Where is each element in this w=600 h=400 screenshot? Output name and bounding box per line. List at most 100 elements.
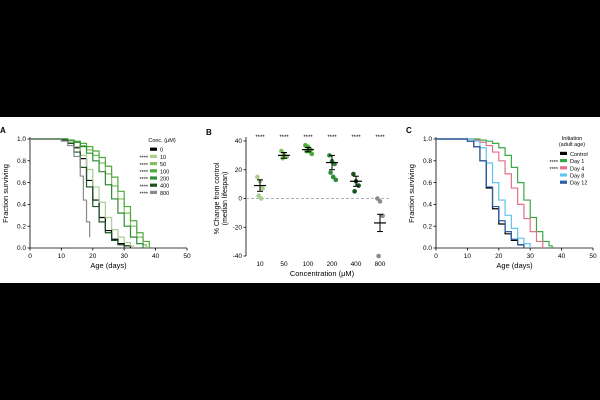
x-tick-label: 10 (256, 261, 264, 268)
y-tick-label: 0.8 (17, 158, 26, 165)
y-tick-label: 0.2 (17, 223, 26, 230)
x-tick-label: 400 (351, 261, 362, 268)
legend-swatch (150, 147, 157, 151)
legend: Conc. (μM) 010 **** 50 **** 100 **** 200 **** 400… (139, 138, 175, 198)
x-tick-label: 50 (280, 261, 288, 268)
legend-label: Control (570, 152, 588, 158)
legend-swatch (150, 190, 157, 194)
legend-significance: **** (549, 160, 558, 166)
legend-label: 0 (160, 148, 163, 154)
x-tick-label: 50 (183, 253, 191, 260)
x-tick-label: 0 (434, 253, 438, 260)
data-point (377, 199, 383, 204)
x-tick-label: 800 (375, 261, 386, 268)
panel-label: A (0, 126, 6, 135)
significance-mark: **** (279, 135, 289, 141)
x-tick-label: 20 (89, 253, 97, 260)
legend-significance: **** (139, 177, 148, 183)
y-axis-label: Fraction surviving (407, 164, 416, 223)
series-200-line (30, 138, 144, 248)
significance-mark: **** (255, 135, 265, 141)
series-400-line (30, 138, 125, 248)
data-point (333, 177, 339, 183)
legend-swatch (150, 162, 157, 166)
y-tick-label: 40 (235, 138, 243, 145)
legend-significance: **** (139, 163, 148, 169)
series-day-1-line (436, 138, 553, 248)
panel-label: B (206, 128, 212, 137)
legend-label: 50 (160, 162, 166, 168)
data-point (255, 174, 260, 180)
legend-swatch (150, 176, 157, 180)
legend-swatch (560, 173, 567, 177)
data-point (356, 183, 361, 188)
legend-title-line-0: Conc. (μM) (148, 138, 175, 144)
legend-swatch (560, 180, 567, 184)
y-axis-label: Fraction surviving (1, 164, 10, 223)
data-point (309, 151, 315, 157)
x-tick-label: 40 (558, 253, 566, 260)
legend-significance: **** (139, 184, 148, 190)
panel-c: C 0 10 20 30 40 50 0.0 0.2 0.4 0.6 0.8 1.0 Age (days)… (406, 126, 597, 270)
y-tick-label: -20 (233, 224, 243, 231)
data-point (352, 189, 357, 194)
panel-b: B -40 -20 0 20 40 **** 10 **** 50 **** 100 **** 200 **… (206, 128, 390, 278)
significance-mark: **** (303, 135, 313, 141)
panel-label: C (406, 126, 412, 135)
y-tick-label: 0.0 (423, 245, 432, 252)
series-day-4-line (436, 138, 544, 248)
y-tick-label: 1.0 (423, 136, 432, 143)
y-tick-label: 0.4 (17, 202, 26, 209)
legend-label: Day 4 (570, 166, 584, 172)
legend-swatch (560, 159, 567, 163)
data-point (351, 171, 356, 177)
x-tick-label: 10 (464, 253, 472, 260)
data-point (330, 174, 336, 180)
data-point (328, 170, 333, 175)
legend-significance: **** (549, 167, 558, 173)
x-axis-label: Concentration (μM) (290, 269, 355, 278)
y-tick-label: 0 (238, 196, 242, 203)
legend-swatch (560, 151, 567, 155)
x-tick-label: 0 (28, 253, 32, 260)
x-tick-label: 200 (327, 261, 338, 268)
x-tick-label: 20 (495, 253, 503, 260)
y-axis-label-line-1: (median lifespan) (222, 172, 229, 226)
legend-significance: **** (139, 192, 148, 198)
y-tick-label: 0.6 (423, 180, 432, 187)
x-axis-label: Age (days) (496, 261, 533, 270)
significance-mark: **** (351, 135, 361, 141)
data-point (258, 196, 264, 201)
y-tick-label: 0.0 (17, 245, 26, 252)
legend-swatch (150, 183, 157, 187)
legend-swatch (560, 166, 567, 170)
legend-swatch (150, 169, 157, 173)
legend-swatch (150, 154, 157, 158)
series-day-12-line (436, 138, 525, 248)
significance-mark: **** (375, 135, 385, 141)
y-tick-label: 1.0 (17, 136, 26, 143)
x-tick-label: 30 (527, 253, 535, 260)
y-tick-label: 0.6 (17, 180, 26, 187)
legend-label: 200 (160, 177, 169, 183)
y-tick-label: 0.8 (423, 158, 432, 165)
series-800-line (30, 138, 91, 238)
legend-label: 400 (160, 184, 169, 190)
x-tick-label: 40 (152, 253, 160, 260)
x-tick-label: 100 (303, 261, 314, 268)
data-point (375, 196, 380, 201)
x-tick-label: 10 (58, 253, 66, 260)
series-50-line (30, 138, 147, 248)
data-point (376, 253, 381, 259)
legend-title-line-1: (adult age) (559, 142, 585, 148)
y-tick-label: 20 (235, 167, 243, 174)
y-tick-label: 0.2 (423, 223, 432, 230)
legend-label: 800 (160, 191, 169, 197)
significance-mark: **** (327, 135, 337, 141)
y-tick-label: -40 (233, 253, 243, 260)
legend-label: 10 (160, 155, 166, 161)
legend-label: Day 1 (570, 159, 584, 165)
